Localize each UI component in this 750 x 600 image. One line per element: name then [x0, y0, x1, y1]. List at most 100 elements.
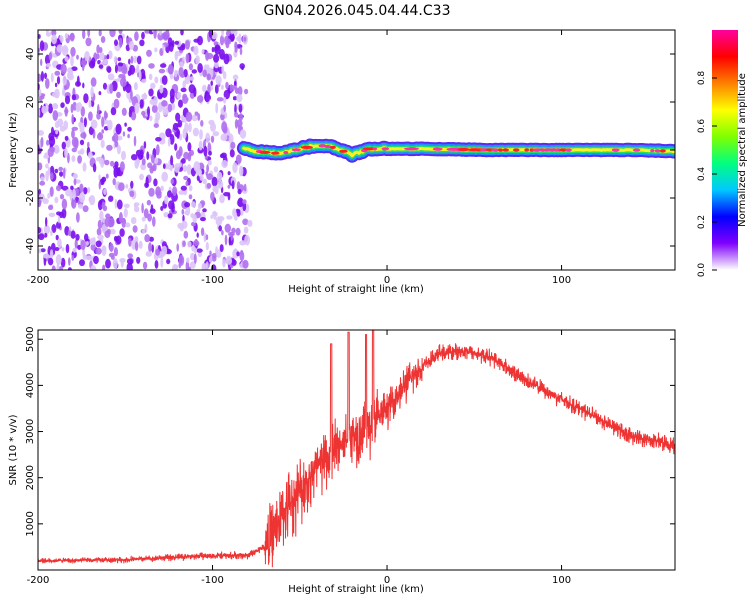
noise-region: [38, 30, 253, 270]
noise-speck: [174, 143, 178, 151]
noise-speck: [205, 242, 209, 251]
noise-speck: [45, 217, 48, 227]
noise-speck: [183, 151, 190, 160]
noise-speck: [55, 221, 62, 229]
noise-speck: [229, 149, 235, 158]
spectrogram-ytick-label: 0: [25, 147, 36, 153]
colorbar: 0.0 0.2 0.4 0.6 0.8 Normalized spectral ampl…: [697, 30, 748, 277]
noise-speck: [59, 171, 64, 177]
noise-speck: [133, 55, 138, 64]
noise-speck: [159, 84, 164, 94]
noise-speck: [61, 141, 66, 150]
noise-speck: [80, 59, 87, 67]
signal-peak: [532, 148, 542, 152]
noise-speck: [191, 201, 196, 208]
signal-peak: [271, 151, 280, 155]
noise-speck: [243, 226, 249, 234]
noise-speck: [199, 129, 203, 140]
noise-speck: [219, 244, 224, 253]
noise-speck: [184, 122, 189, 133]
noise-speck: [196, 232, 199, 238]
noise-speck: [134, 241, 139, 251]
noise-speck: [90, 243, 96, 251]
noise-speck: [148, 236, 154, 242]
noise-speck: [239, 240, 246, 246]
noise-speck: [38, 226, 42, 234]
noise-speck: [115, 123, 122, 135]
noise-speck: [223, 104, 226, 112]
noise-speck: [124, 122, 127, 127]
noise-speck: [69, 190, 73, 201]
noise-speck: [41, 95, 45, 100]
noise-speck: [171, 192, 178, 202]
noise-speck: [133, 202, 140, 207]
noise-speck: [65, 243, 70, 254]
signal-peak: [654, 149, 661, 153]
noise-speck: [82, 254, 88, 260]
colorbar-tick-label: 0.4: [697, 167, 707, 182]
noise-speck: [224, 223, 231, 233]
noise-speck: [110, 160, 115, 167]
noise-speck: [61, 208, 67, 219]
noise-speck: [192, 127, 199, 137]
noise-speck: [128, 40, 135, 50]
noise-speck: [196, 248, 203, 253]
noise-speck: [51, 30, 57, 37]
snr-series-line: [38, 330, 675, 568]
noise-speck: [38, 188, 41, 196]
noise-speck: [61, 198, 68, 210]
noise-speck: [112, 258, 118, 269]
noise-speck: [56, 185, 61, 192]
snr-xtick-label: -100: [201, 575, 224, 586]
noise-speck: [133, 82, 138, 91]
noise-speck: [160, 63, 167, 68]
noise-speck: [141, 31, 145, 40]
noise-speck: [40, 58, 43, 66]
noise-speck: [79, 259, 85, 267]
noise-speck: [174, 40, 180, 45]
noise-speck: [178, 162, 182, 168]
noise-speck: [101, 245, 107, 257]
noise-speck: [161, 75, 168, 85]
noise-speck: [209, 250, 212, 257]
noise-speck: [101, 116, 105, 128]
noise-speck: [126, 262, 133, 270]
noise-speck: [121, 150, 126, 161]
noise-speck: [76, 212, 80, 223]
noise-speck: [140, 163, 147, 171]
noise-speck: [213, 166, 219, 173]
noise-speck: [47, 257, 54, 266]
noise-speck: [102, 264, 106, 270]
noise-speck: [206, 73, 211, 81]
noise-speck: [168, 200, 175, 210]
noise-speck: [147, 162, 153, 169]
noise-speck: [158, 68, 166, 74]
noise-speck: [183, 230, 189, 239]
noise-speck: [150, 154, 155, 164]
noise-speck: [109, 83, 114, 94]
noise-speck: [210, 214, 213, 219]
noise-speck: [129, 64, 136, 75]
spectrogram-ytick-label: -40: [25, 238, 36, 254]
noise-speck: [234, 45, 238, 53]
noise-speck: [234, 103, 237, 115]
noise-speck: [183, 175, 189, 181]
noise-speck: [120, 77, 127, 88]
noise-speck: [149, 99, 156, 105]
snr-ytick-label: 1000: [25, 511, 36, 536]
noise-speck: [131, 154, 138, 161]
noise-speck: [47, 166, 51, 176]
noise-speck: [207, 142, 212, 153]
noise-speck: [161, 171, 168, 182]
noise-speck: [185, 111, 193, 122]
noise-speck: [220, 133, 228, 141]
noise-speck: [82, 82, 85, 89]
noise-speck: [215, 102, 219, 114]
signal-peak: [457, 147, 471, 152]
noise-speck: [225, 257, 233, 265]
noise-speck: [42, 253, 50, 259]
noise-speck: [72, 188, 76, 200]
noise-speck: [200, 120, 204, 127]
noise-speck: [83, 131, 86, 140]
noise-speck: [83, 117, 87, 128]
